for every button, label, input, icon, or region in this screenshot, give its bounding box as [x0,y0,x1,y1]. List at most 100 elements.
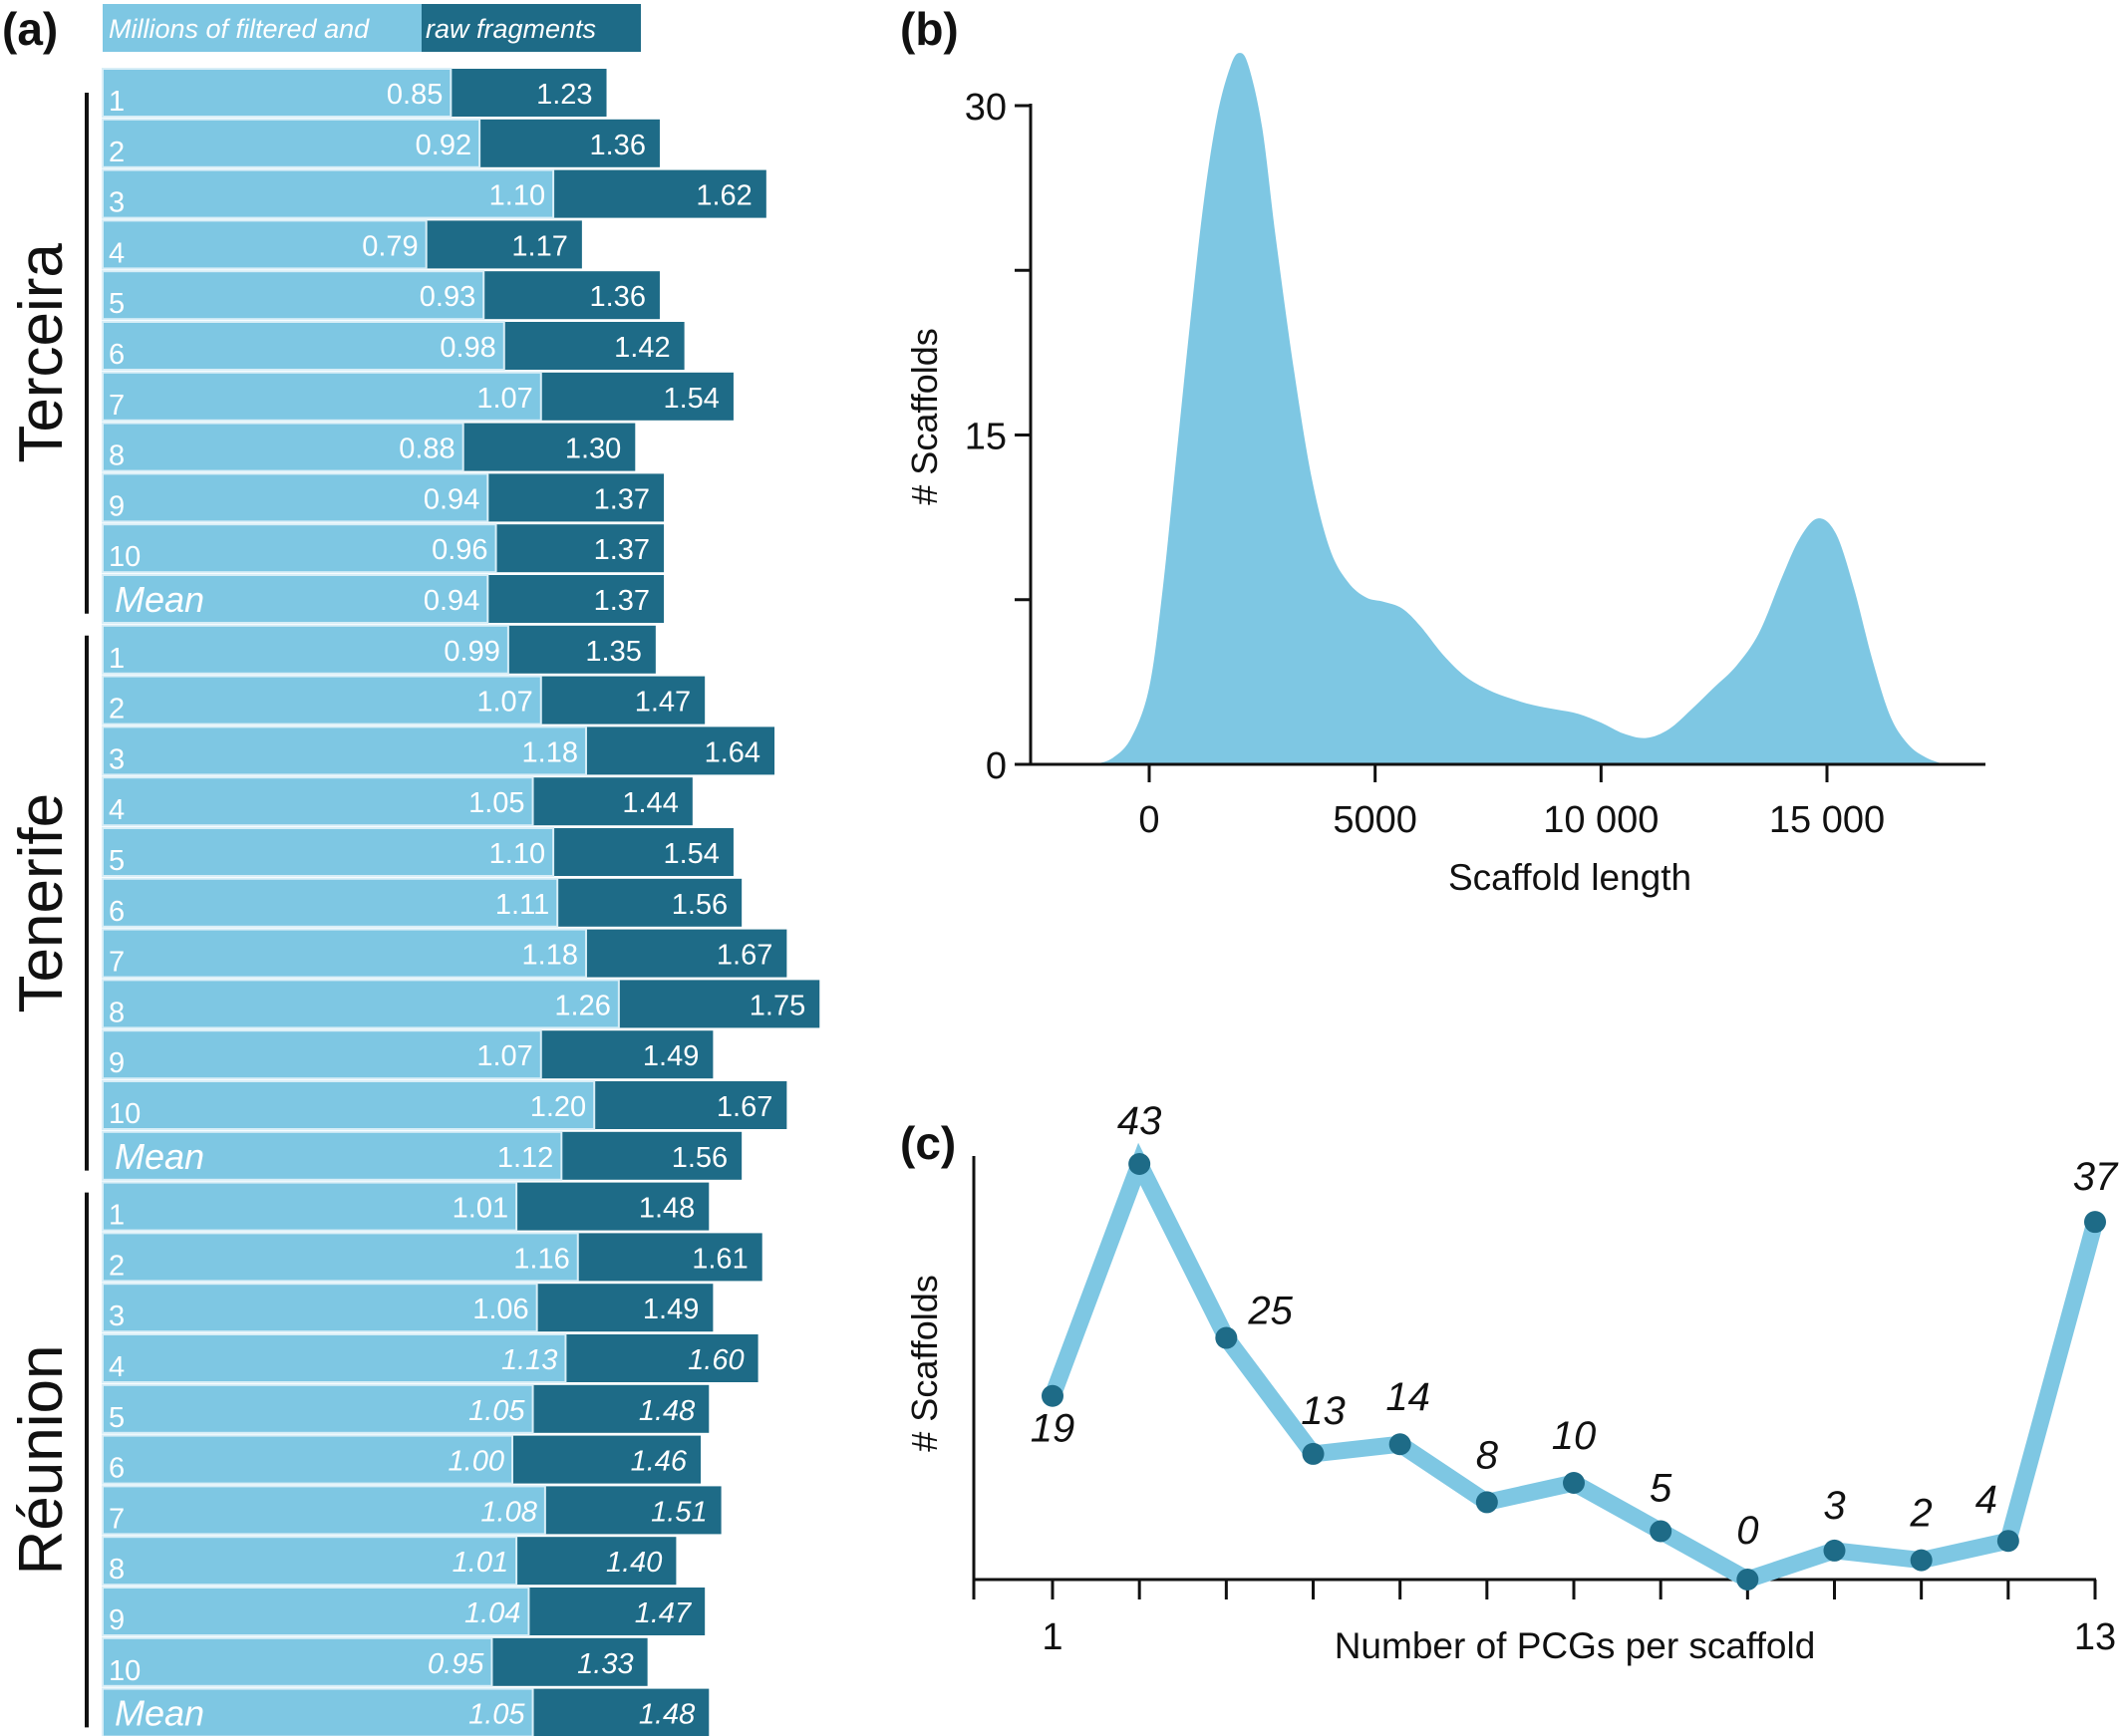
data-label: 2 [1910,1492,1933,1536]
value-label-raw: 1.42 [614,332,670,364]
data-point [1128,1153,1151,1175]
row-label: 4 [109,1351,125,1383]
data-label: 13 [1301,1389,1346,1433]
bar-filtered [102,1080,596,1130]
data-label: 5 [1650,1467,1672,1511]
bar-filtered [102,270,485,321]
bar-filtered [102,1536,518,1587]
bar-filtered [102,574,489,624]
value-label-filtered: 0.96 [432,534,487,566]
bar-filtered [102,1333,567,1383]
value-label-filtered: 0.93 [420,281,475,313]
value-label-raw: 1.54 [663,838,719,870]
bar-filtered [102,725,587,776]
value-label-raw: 1.48 [639,1699,695,1731]
row-label: 7 [109,390,125,422]
row-label: 8 [109,1554,125,1586]
value-label-filtered: 1.07 [476,687,532,719]
data-label: 8 [1476,1433,1499,1477]
value-label-filtered: 1.16 [513,1243,569,1275]
value-label-filtered: 1.07 [476,1040,532,1072]
data-point [2084,1211,2106,1234]
value-label-raw: 1.48 [639,1395,695,1427]
value-label-raw: 1.49 [643,1040,699,1072]
bar-filtered [102,168,555,219]
data-label: 4 [1975,1478,1997,1522]
bar-filtered [102,675,542,725]
value-label-filtered: 0.94 [424,585,479,617]
bar-filtered [102,1485,546,1536]
data-point [1650,1520,1672,1543]
y-axis-title: # Scaffolds [904,328,945,504]
value-label-filtered: 0.88 [399,434,454,465]
data-label: 19 [1031,1407,1075,1451]
chart-a-bars: Millions of filtered and raw fragments Ter… [7,4,820,1736]
bar-filtered [102,1283,538,1333]
value-label-raw: 1.64 [705,736,760,768]
row-label: 4 [109,794,125,826]
row-label: 5 [109,1402,125,1434]
value-label-raw: 1.37 [594,483,650,515]
row-label: 5 [109,845,125,877]
data-label: 0 [1736,1509,1758,1553]
row-label: 6 [109,1453,125,1485]
row-label-mean: Mean [115,579,204,620]
data-point [1388,1433,1411,1456]
row-label: 10 [109,1098,141,1130]
bar-filtered [102,523,497,574]
row-label: 8 [109,997,125,1028]
value-label-filtered: 1.06 [472,1294,528,1325]
bar-filtered [102,624,509,675]
value-label-filtered: 0.99 [444,636,499,668]
data-point [1563,1472,1585,1495]
y-axis-title: # Scaffolds [904,1275,945,1451]
value-label-raw: 1.46 [631,1446,688,1478]
bar-filtered [102,422,464,472]
value-label-raw: 1.49 [643,1294,699,1325]
value-label-raw: 1.36 [590,130,646,161]
row-label: 1 [109,643,125,675]
density-area [1094,53,1945,765]
data-label: 14 [1385,1375,1430,1419]
row-label: 9 [109,1604,125,1636]
bar-filtered [102,1383,534,1434]
panel-a-label: (a) [2,3,59,55]
data-point [1215,1326,1238,1349]
data-point [1302,1442,1325,1465]
value-label-raw: 1.67 [717,1091,772,1123]
value-label-filtered: 1.12 [497,1142,553,1174]
bar-filtered [102,877,559,928]
value-label-filtered: 1.18 [522,736,578,768]
value-label-raw: 1.48 [639,1193,695,1225]
group-label-2: Réunion [7,1345,76,1576]
value-label-raw: 1.60 [688,1344,744,1376]
bar-filtered [102,68,453,118]
x-tick-label: 10 000 [1543,799,1659,841]
bar-filtered [102,219,428,270]
value-label-filtered: 1.01 [453,1193,508,1225]
value-label-filtered: 0.98 [440,332,495,364]
row-label: 6 [109,339,125,371]
row-label: 3 [109,743,125,775]
bar-filtered [102,1434,513,1485]
y-tick-label: 15 [965,417,1007,458]
value-label-raw: 1.51 [651,1496,707,1528]
value-label-raw: 1.47 [635,1597,693,1629]
row-label: 8 [109,440,125,472]
value-label-filtered: 1.05 [468,1395,525,1427]
row-label: 1 [109,86,125,118]
row-label: 9 [109,1047,125,1079]
bar-filtered [102,776,534,827]
value-label-filtered: 1.11 [495,889,549,921]
bar-filtered [102,472,489,523]
value-label-raw: 1.17 [511,230,567,262]
legend-raw-label: raw fragments [426,14,596,44]
legend-filtered-swatch [103,4,422,52]
value-label-raw: 1.40 [606,1547,662,1579]
value-label-filtered: 1.07 [476,383,532,415]
value-label-raw: 1.23 [536,79,592,111]
data-label: 37 [2073,1155,2119,1199]
value-label-filtered: 1.10 [489,180,545,212]
bar-filtered [102,979,620,1029]
x-tick-label: 0 [1138,799,1159,841]
